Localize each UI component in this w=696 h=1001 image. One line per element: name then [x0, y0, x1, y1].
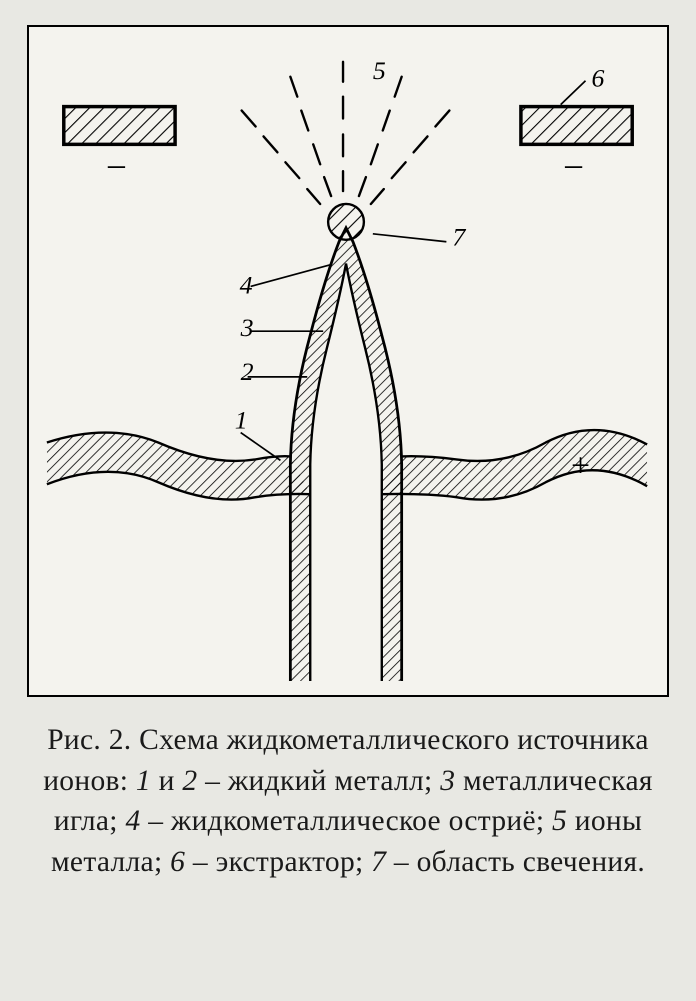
minus-sign: – [107, 146, 126, 183]
label-3: 3 [240, 313, 254, 342]
caption-num-7: 7 [371, 846, 386, 878]
caption-txt-4: – жидкометаллическое остриё; [141, 805, 553, 837]
caption-txt-6: – экстрактор; [185, 846, 371, 878]
caption-num-3: 3 [440, 765, 455, 797]
caption-num-1: 1 [136, 765, 151, 797]
caption-num-4: 4 [125, 805, 140, 837]
caption-num-2: 2 [182, 765, 197, 797]
extractor-right [521, 107, 632, 145]
figure-caption: Рис. 2. Схема жидкометаллического источн… [8, 720, 688, 883]
label-5: 5 [373, 56, 386, 85]
caption-txt-1: и [151, 765, 182, 797]
caption-txt-7: – область свечения. [386, 846, 645, 878]
tip-ball [328, 204, 364, 240]
label-1: 1 [235, 406, 248, 435]
caption-txt-2: – жидкий металл; [197, 765, 440, 797]
label-4: 4 [240, 270, 253, 299]
diagram-svg: 1 2 3 4 5 6 7 – – + [29, 27, 667, 695]
minus-sign: – [564, 146, 583, 183]
diagram-frame: 1 2 3 4 5 6 7 – – + [27, 25, 669, 697]
caption-num-6: 6 [170, 846, 185, 878]
sign-labels: – – + [107, 146, 590, 484]
ion-rays [242, 62, 450, 204]
caption-num-5: 5 [552, 805, 567, 837]
label-6: 6 [591, 64, 604, 93]
extractor-left [64, 107, 175, 145]
plus-sign: + [571, 447, 590, 484]
label-7: 7 [452, 223, 466, 252]
label-2: 2 [241, 357, 254, 386]
